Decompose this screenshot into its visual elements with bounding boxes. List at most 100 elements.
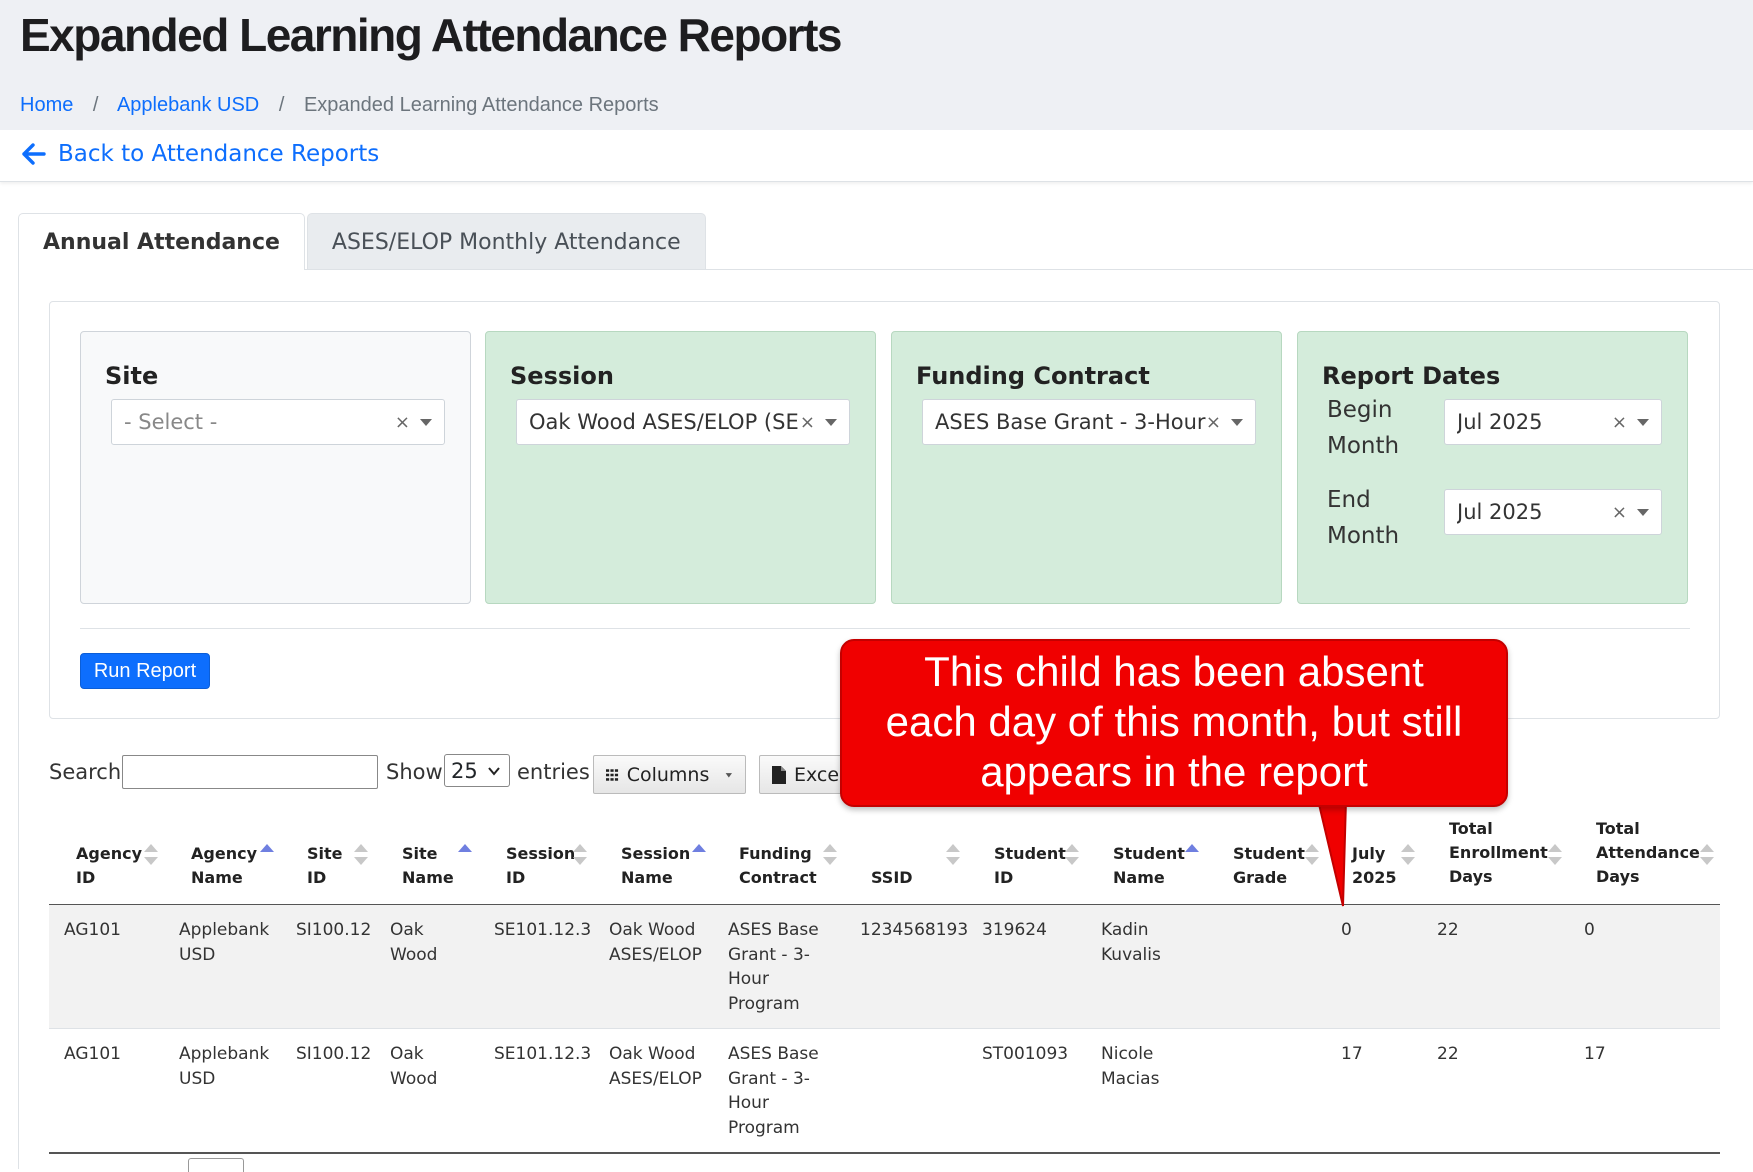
cell-agency-id: AG101 [64, 920, 121, 940]
page-size-value: 25 [451, 758, 478, 783]
cell-session-name: Oak Wood ASES/ELOP [609, 1044, 702, 1089]
cell-site-id: SI100.12 [296, 1044, 372, 1064]
cell-student-id: ST001093 [982, 1044, 1069, 1064]
report-dates-panel: Report Dates Begin Month Jul 2025 × End … [1297, 331, 1688, 604]
chevron-down-icon [1637, 418, 1649, 426]
cell-funding-contract: ASES Base Grant - 3- Hour Program [728, 1044, 819, 1138]
col-session-id[interactable]: Session ID [506, 844, 576, 887]
pagination-control[interactable] [188, 1158, 244, 1172]
cell-funding-contract: ASES Base Grant - 3- Hour Program [728, 920, 819, 1014]
breadcrumb-home[interactable]: Home [20, 94, 74, 116]
table-bottom-rule [49, 1152, 1720, 1154]
session-title: Session [510, 362, 614, 390]
col-july-2025[interactable]: July 2025 [1352, 844, 1397, 887]
col-student-grade[interactable]: Student Grade [1233, 844, 1305, 887]
entries-label: entries [517, 760, 590, 784]
col-student-name[interactable]: Student Name [1113, 844, 1185, 887]
report-tabs: Annual Attendance ASES/ELOP Monthly Atte… [18, 213, 706, 270]
end-label-line: End [1327, 487, 1371, 513]
begin-label-line: Month [1327, 433, 1400, 459]
session-select-value: Oak Wood ASES/ELOP (SE101. [529, 410, 800, 434]
breadcrumb-separator: / [92, 94, 99, 116]
end-month-select[interactable]: Jul 2025 × [1444, 489, 1662, 535]
cell-session-id: SE101.12.3 [494, 1044, 592, 1064]
divider [80, 628, 1690, 629]
col-site-name[interactable]: Site Name [402, 844, 454, 887]
col-session-name[interactable]: Session Name [621, 844, 691, 887]
site-panel: Site - Select - × [80, 331, 471, 604]
col-student-id[interactable]: Student ID [994, 844, 1066, 887]
search-input[interactable] [122, 755, 378, 789]
funding-panel: Funding Contract ASES Base Grant - 3-Hou… [891, 331, 1282, 604]
site-title: Site [105, 362, 159, 390]
annotation-line: each day of this month, but still [885, 698, 1463, 745]
chevron-down-icon [420, 418, 432, 426]
cell-total-enrollment-days: 22 [1437, 920, 1459, 940]
search-label: Search: [49, 760, 129, 784]
caret-down-icon [726, 772, 733, 778]
arrow-left-icon [22, 143, 46, 165]
begin-month-select[interactable]: Jul 2025 × [1444, 399, 1662, 445]
back-bar: Back to Attendance Reports [0, 130, 1753, 182]
clear-icon[interactable]: × [799, 411, 815, 433]
tab-pane [18, 269, 1753, 1169]
columns-label: Columns [626, 763, 710, 786]
site-select-value: - Select - [124, 410, 218, 434]
tab-monthly-attendance[interactable]: ASES/ELOP Monthly Attendance [306, 213, 706, 270]
end-month-label: End Month [1327, 482, 1399, 554]
back-to-reports-link[interactable]: Back to Attendance Reports [22, 141, 379, 167]
cell-total-attendance-days: 17 [1584, 1044, 1606, 1064]
col-agency-name[interactable]: Agency Name [191, 844, 257, 887]
end-month-value: Jul 2025 [1457, 500, 1543, 524]
begin-month-label: Begin Month [1327, 392, 1399, 464]
clear-icon[interactable]: × [1205, 411, 1221, 433]
back-link-label: Back to Attendance Reports [58, 141, 380, 167]
session-panel: Session Oak Wood ASES/ELOP (SE101. × [485, 331, 876, 604]
cell-site-name: Oak Wood [390, 920, 438, 965]
site-select[interactable]: - Select - × [111, 399, 445, 445]
begin-label-line: Begin [1327, 397, 1393, 423]
tab-annual-attendance[interactable]: Annual Attendance [18, 213, 305, 270]
clear-icon[interactable]: × [1611, 411, 1627, 433]
grid-icon [606, 768, 619, 781]
clear-icon[interactable]: × [1611, 501, 1627, 523]
breadcrumb: Home / Applebank USD / Expanded Learning… [20, 94, 659, 117]
breadcrumb-agency[interactable]: Applebank USD [116, 94, 260, 116]
cell-site-id: SI100.12 [296, 920, 372, 940]
annotation-callout: This child has been absent each day of t… [840, 639, 1508, 807]
session-select[interactable]: Oak Wood ASES/ELOP (SE101. × [516, 399, 850, 445]
cell-july-2025: 0 [1341, 920, 1352, 940]
table-row[interactable] [49, 905, 1720, 1028]
cell-july-2025: 17 [1341, 1044, 1363, 1064]
chevron-down-icon [1637, 508, 1649, 516]
excel-label: Excel [794, 763, 845, 786]
row-divider [49, 1028, 1720, 1029]
cell-agency-name: Applebank USD [179, 920, 270, 965]
chevron-down-icon [1231, 418, 1243, 426]
col-ssid[interactable]: SSID [871, 868, 913, 887]
cell-total-attendance-days: 0 [1584, 920, 1595, 940]
breadcrumb-separator: / [278, 94, 285, 116]
cell-student-name: Nicole Macias [1101, 1044, 1160, 1089]
page-header [0, 0, 1753, 130]
begin-month-value: Jul 2025 [1457, 410, 1543, 434]
page-size-select[interactable]: 25 [444, 754, 510, 787]
columns-button[interactable]: Columns [593, 755, 746, 794]
cell-site-name: Oak Wood [390, 1044, 438, 1089]
table-row[interactable] [49, 1029, 1720, 1152]
funding-select[interactable]: ASES Base Grant - 3-Hour Pro × [922, 399, 1256, 445]
col-total-enrollment-days[interactable]: Total Enrollment Days [1449, 819, 1548, 886]
cell-agency-id: AG101 [64, 1044, 121, 1064]
breadcrumb-current: Expanded Learning Attendance Reports [303, 94, 659, 116]
cell-student-id: 319624 [982, 920, 1047, 940]
cell-session-id: SE101.12.3 [494, 920, 592, 940]
col-funding-contract[interactable]: Funding Contract [739, 844, 817, 887]
run-report-button[interactable]: Run Report [80, 653, 210, 689]
clear-icon[interactable]: × [394, 411, 410, 433]
funding-select-value: ASES Base Grant - 3-Hour Pro [935, 410, 1206, 434]
cell-agency-name: Applebank USD [179, 1044, 270, 1089]
annotation-line: This child has been absent [924, 648, 1424, 695]
col-site-id[interactable]: Site ID [307, 844, 343, 887]
col-total-attendance-days[interactable]: Total Attendance Days [1596, 819, 1700, 886]
col-agency-id[interactable]: Agency ID [76, 844, 142, 887]
